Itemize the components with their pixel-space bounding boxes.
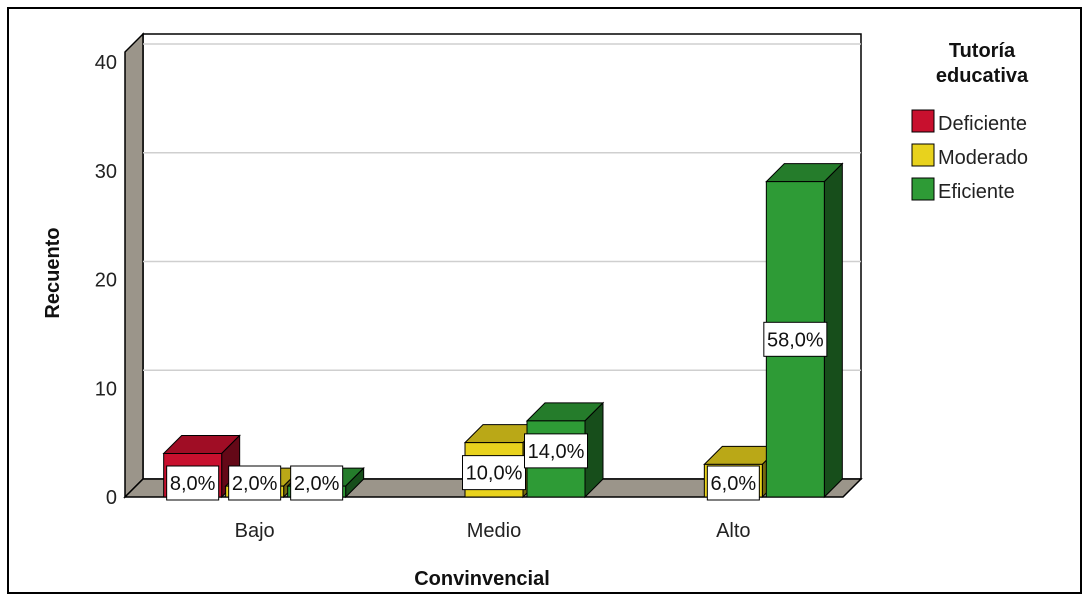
y-axis-ticks: 0 10 20 30 40 (95, 52, 117, 509)
data-label-text: 10,0% (466, 463, 523, 485)
data-label-box (763, 321, 828, 357)
data-label-moderado-medio: 10,0% (462, 455, 526, 491)
legend-swatch (911, 177, 935, 201)
x-tick-label: Alto (716, 520, 750, 542)
data-label-text: 58,0% (767, 329, 824, 351)
y-tick-label: 20 (95, 270, 117, 292)
legend-item-moderado: Moderado (911, 143, 1028, 169)
data-label-box (228, 465, 282, 501)
x-tick-label: Medio (467, 520, 521, 542)
y-axis-title: Recuento (42, 227, 64, 318)
data-label-moderado-alto: 6,0% (706, 465, 760, 501)
data-label-text: 14,0% (528, 441, 585, 463)
data-label-text: 2,0% (232, 473, 278, 495)
y-tick-label: 30 (95, 161, 117, 183)
data-label-text: 2,0% (294, 473, 340, 495)
y-tick-label: 10 (95, 378, 117, 400)
legend-title-line-2: educativa (936, 65, 1029, 87)
y-tick-label: 40 (95, 52, 117, 74)
back-wall (142, 33, 862, 480)
legend-swatch (911, 109, 935, 133)
legend-label: Moderado (938, 147, 1028, 169)
data-label-moderado-bajo: 2,0% (228, 465, 282, 501)
legend-title-line-1: Tutoría (949, 40, 1016, 62)
data-label-text: 6,0% (711, 473, 757, 495)
data-label-box (166, 465, 220, 501)
side-wall (124, 32, 144, 499)
data-label-box (462, 455, 526, 491)
y-tick-label: 0 (106, 487, 117, 509)
legend: Tutoría educativa Deficiente Moderado Efic… (911, 40, 1029, 203)
data-label-box (290, 465, 344, 501)
data-label-text: 8,0% (170, 473, 216, 495)
legend-items: Deficiente Moderado Eficiente (911, 109, 1028, 203)
grid-lines (143, 43, 861, 371)
legend-label: Deficiente (938, 113, 1027, 135)
legend-swatch (911, 143, 935, 167)
legend-label: Eficiente (938, 181, 1015, 203)
data-label-box (706, 465, 760, 501)
x-axis-title: Convinvencial (414, 568, 550, 590)
data-labels: 8,0% 2,0% 2,0% 10,0%14,0% 6,0% 58,0% (166, 321, 828, 501)
data-label-deficiente-bajo: 8,0% (166, 465, 220, 501)
x-tick-label: Bajo (235, 520, 275, 542)
data-label-box (524, 433, 588, 469)
x-axis-ticks: Bajo Medio Alto (235, 520, 751, 542)
data-label-eficiente-bajo: 2,0% (290, 465, 344, 501)
legend-item-eficiente: Eficiente (911, 177, 1015, 203)
data-label-eficiente-medio: 14,0% (524, 433, 588, 469)
legend-item-deficiente: Deficiente (911, 109, 1027, 135)
data-label-eficiente-alto: 58,0% (763, 321, 828, 357)
